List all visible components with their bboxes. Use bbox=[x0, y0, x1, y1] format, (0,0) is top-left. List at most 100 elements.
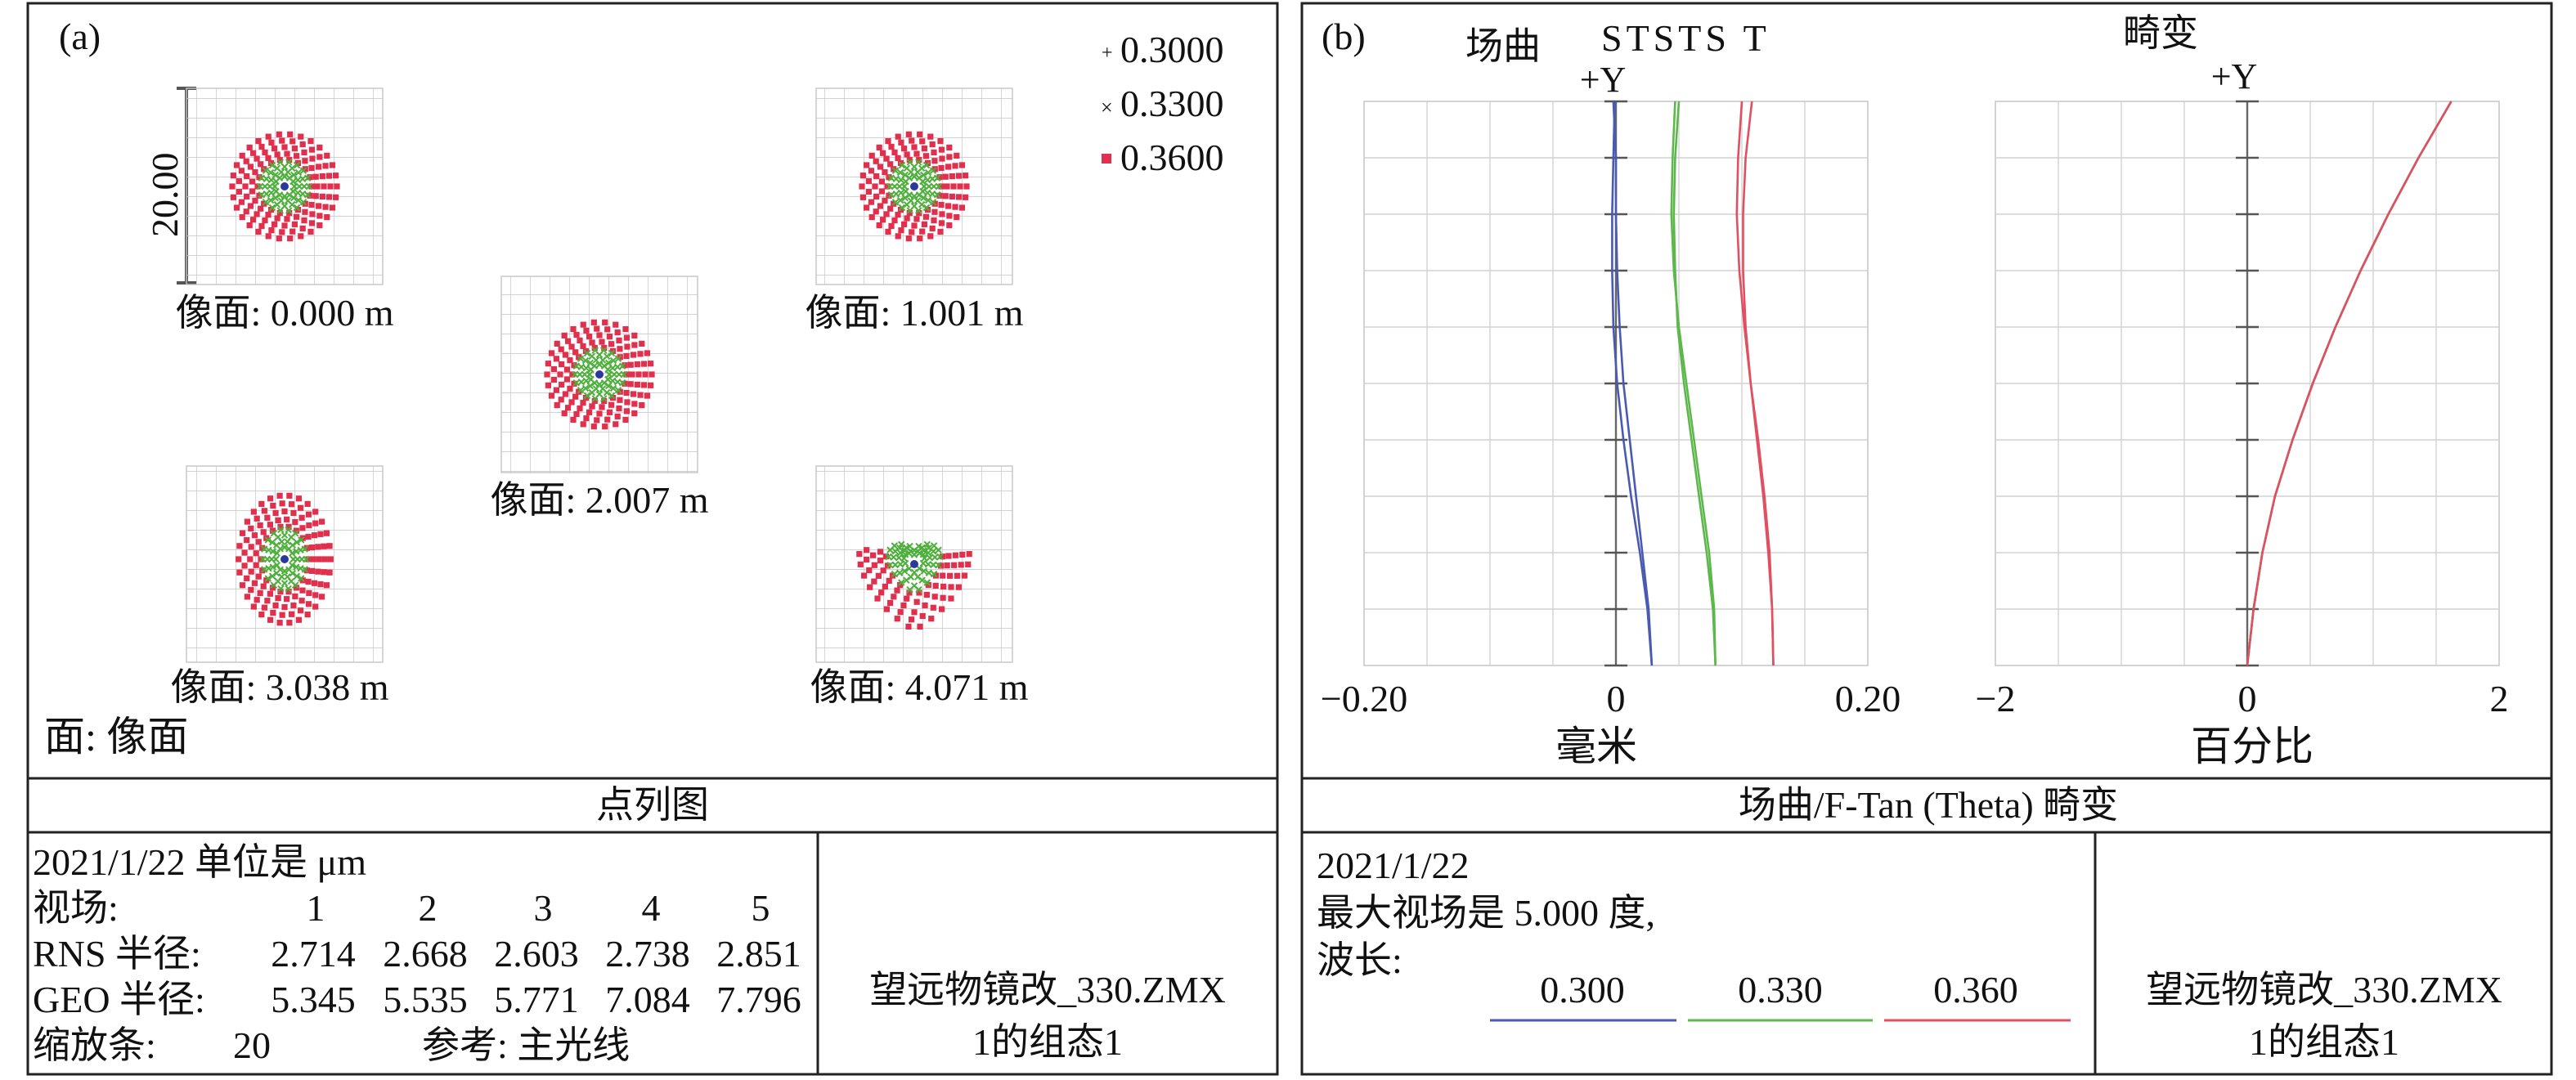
spot-ray-marker bbox=[952, 552, 958, 558]
spot-ray-marker bbox=[948, 595, 954, 602]
spot-ray-marker bbox=[284, 516, 290, 522]
spot-ray-marker bbox=[267, 495, 274, 502]
spot-ray-marker bbox=[298, 175, 307, 183]
spot-ray-marker bbox=[580, 343, 586, 349]
spot-ray-marker bbox=[264, 575, 272, 582]
spot-ray-marker bbox=[325, 173, 333, 179]
spot-ray-marker bbox=[257, 589, 263, 597]
spot-ray-marker bbox=[293, 539, 301, 546]
spot-ray-marker bbox=[312, 520, 319, 527]
spot-ray-marker bbox=[888, 143, 895, 150]
spot-ray-marker bbox=[239, 582, 246, 589]
spot-chief-ray bbox=[910, 182, 918, 190]
spot-ray-marker bbox=[933, 174, 941, 181]
spot-ray-marker bbox=[580, 400, 586, 406]
spot-ray-marker bbox=[870, 552, 877, 558]
spot-ray-marker bbox=[622, 362, 628, 369]
spot-ray-marker bbox=[939, 155, 945, 162]
spot-ray-marker bbox=[617, 397, 623, 403]
spot-ray-marker bbox=[272, 187, 280, 195]
spot-ray-marker bbox=[933, 191, 941, 199]
spot-ray-marker bbox=[311, 532, 318, 539]
info-geo-5: 7.796 bbox=[716, 979, 801, 1020]
info-field-2: 2 bbox=[419, 887, 438, 929]
spot-ray-marker bbox=[863, 162, 870, 168]
spot-ray-marker bbox=[640, 382, 648, 388]
spot-ray-marker bbox=[892, 190, 900, 198]
spot-ray-marker bbox=[279, 137, 285, 144]
fc-xtick-neg: −0.20 bbox=[1321, 678, 1407, 719]
dist-xtick-pos: 2 bbox=[2490, 678, 2509, 719]
spot-ray-marker bbox=[613, 321, 619, 328]
spot-ray-marker bbox=[567, 385, 573, 392]
spot-ray-marker bbox=[571, 380, 577, 387]
spot-ray-marker bbox=[891, 571, 899, 578]
spot-ray-marker bbox=[939, 211, 945, 217]
spot-ray-marker bbox=[963, 183, 970, 190]
spot-ray-marker bbox=[233, 204, 240, 211]
spot-ray-marker bbox=[884, 183, 891, 190]
spot-ray-marker bbox=[258, 174, 266, 181]
spot-ray-marker bbox=[319, 193, 325, 200]
spot-ray-marker bbox=[600, 379, 608, 387]
spot-ray-marker bbox=[639, 340, 645, 347]
spot-ray-marker bbox=[938, 201, 945, 208]
spot-ray-marker bbox=[553, 356, 559, 362]
spot-ray-marker bbox=[545, 382, 551, 388]
spot-ray-marker bbox=[605, 370, 613, 379]
spot-ray-marker bbox=[582, 377, 590, 385]
spot-ray-marker bbox=[876, 222, 882, 229]
spot-ray-marker bbox=[258, 612, 265, 618]
dist-y-label: +Y bbox=[2211, 56, 2258, 96]
legend-label-3: 0.3600 bbox=[1120, 137, 1224, 178]
spot-ray-marker bbox=[954, 572, 961, 579]
spot-ray-marker bbox=[958, 204, 966, 211]
spot-ray-marker bbox=[640, 361, 648, 367]
spot-ray-marker bbox=[929, 167, 937, 174]
spot-ray-marker bbox=[947, 572, 954, 579]
spot-ray-marker bbox=[627, 381, 634, 388]
spot-ray-marker bbox=[913, 197, 922, 204]
spot-ray-marker bbox=[292, 593, 298, 600]
fc-x-label: 毫米 bbox=[1555, 724, 1637, 769]
spot-ray-marker bbox=[293, 204, 301, 212]
spot-ray-marker bbox=[307, 228, 314, 235]
spot-ray-marker bbox=[875, 572, 882, 579]
spot-ray-marker bbox=[303, 174, 312, 181]
spot-ray-marker bbox=[897, 609, 904, 616]
spot-ray-marker bbox=[894, 587, 900, 594]
spot-ray-marker bbox=[289, 555, 297, 563]
spot-ray-marker bbox=[878, 589, 885, 596]
spot-ray-marker bbox=[322, 163, 329, 169]
spot-ray-marker bbox=[279, 229, 285, 235]
spot-ray-marker bbox=[882, 553, 889, 560]
spot-ray-marker bbox=[931, 594, 938, 600]
spot-ray-marker bbox=[595, 380, 604, 388]
spot-ray-marker bbox=[599, 385, 607, 392]
spot-ray-marker bbox=[291, 146, 298, 152]
spot-ray-marker bbox=[631, 401, 638, 407]
spot-ray-marker bbox=[249, 188, 256, 195]
spot-ray-marker bbox=[859, 183, 865, 190]
spot-ray-marker bbox=[302, 208, 308, 215]
spot-ray-marker bbox=[877, 164, 884, 170]
spot-ray-marker bbox=[950, 183, 957, 190]
spot-ray-marker bbox=[922, 204, 931, 212]
spot-ray-marker bbox=[274, 215, 280, 222]
spot-ray-marker bbox=[293, 161, 301, 169]
spot-ray-marker bbox=[293, 563, 300, 571]
spot-ray-marker bbox=[901, 171, 909, 179]
spot-ray-marker bbox=[309, 211, 316, 217]
spot-ray-marker bbox=[910, 568, 918, 576]
field-curvature-legend: STSTS T bbox=[1601, 17, 1770, 59]
spot-ray-marker bbox=[554, 402, 560, 409]
spot-ray-marker bbox=[248, 544, 254, 550]
spot-ray-marker bbox=[929, 141, 936, 148]
spot-ray-marker bbox=[884, 562, 891, 569]
right-caption: 场曲/F-Tan (Theta) 畸变 bbox=[1739, 784, 2118, 826]
spot-ray-marker bbox=[276, 156, 283, 164]
spot-ray-marker bbox=[913, 216, 920, 222]
spot-ray-marker bbox=[876, 144, 882, 151]
spot-ray-marker bbox=[601, 397, 608, 405]
spot-ray-marker bbox=[242, 183, 249, 190]
